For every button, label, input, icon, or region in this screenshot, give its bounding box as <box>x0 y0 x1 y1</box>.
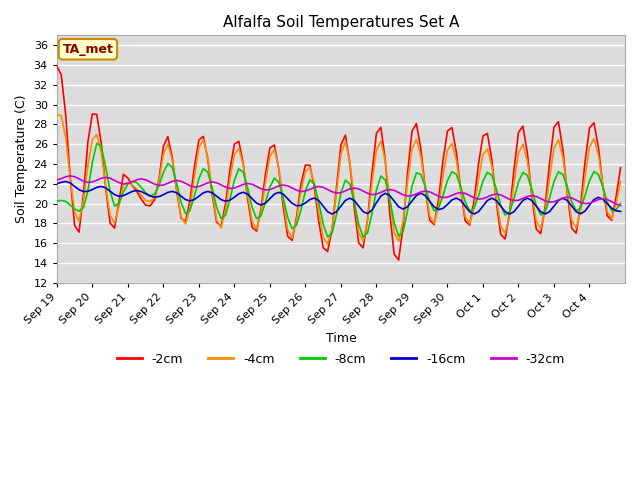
-32cm <box>266 187 274 192</box>
-16cm <box>546 209 554 215</box>
-4cm <box>284 227 291 233</box>
-4cm <box>617 179 625 184</box>
-32cm <box>67 173 74 179</box>
Line: -4cm: -4cm <box>57 114 621 244</box>
X-axis label: Time: Time <box>326 332 356 345</box>
-8cm <box>599 184 607 190</box>
-4cm <box>595 152 602 158</box>
-8cm <box>617 201 625 206</box>
Line: -2cm: -2cm <box>57 66 621 260</box>
-32cm <box>541 198 549 204</box>
-32cm <box>617 203 625 208</box>
-8cm <box>53 198 61 204</box>
-8cm <box>195 176 203 181</box>
-4cm <box>350 196 358 202</box>
Legend: -2cm, -4cm, -8cm, -16cm, -32cm: -2cm, -4cm, -8cm, -16cm, -32cm <box>112 348 570 371</box>
Line: -32cm: -32cm <box>57 176 621 205</box>
-16cm <box>62 179 70 184</box>
-2cm <box>541 204 549 210</box>
-32cm <box>53 177 61 183</box>
-8cm <box>546 195 554 201</box>
Y-axis label: Soil Temperature (C): Soil Temperature (C) <box>15 95 28 223</box>
-2cm <box>284 233 291 239</box>
-16cm <box>328 211 336 217</box>
-8cm <box>266 184 274 190</box>
-4cm <box>191 174 198 180</box>
-4cm <box>541 208 549 214</box>
-2cm <box>346 160 354 166</box>
-32cm <box>595 197 602 203</box>
-16cm <box>266 196 274 202</box>
Text: TA_met: TA_met <box>63 43 113 56</box>
-8cm <box>93 141 100 146</box>
-8cm <box>324 234 332 240</box>
-16cm <box>599 196 607 202</box>
-4cm <box>324 241 332 247</box>
Line: -8cm: -8cm <box>57 144 621 237</box>
-32cm <box>195 184 203 190</box>
-2cm <box>262 171 269 177</box>
-16cm <box>288 200 296 206</box>
-4cm <box>262 180 269 185</box>
-8cm <box>355 221 362 227</box>
-32cm <box>288 185 296 191</box>
-16cm <box>355 203 362 209</box>
-32cm <box>350 185 358 191</box>
-2cm <box>191 164 198 169</box>
-2cm <box>617 165 625 170</box>
-16cm <box>617 208 625 214</box>
Title: Alfalfa Soil Temperatures Set A: Alfalfa Soil Temperatures Set A <box>223 15 459 30</box>
Line: -16cm: -16cm <box>57 181 621 214</box>
-2cm <box>395 257 403 263</box>
-2cm <box>595 144 602 150</box>
-16cm <box>53 181 61 187</box>
-2cm <box>53 63 61 69</box>
-4cm <box>53 111 61 117</box>
-8cm <box>288 226 296 231</box>
-16cm <box>195 193 203 199</box>
